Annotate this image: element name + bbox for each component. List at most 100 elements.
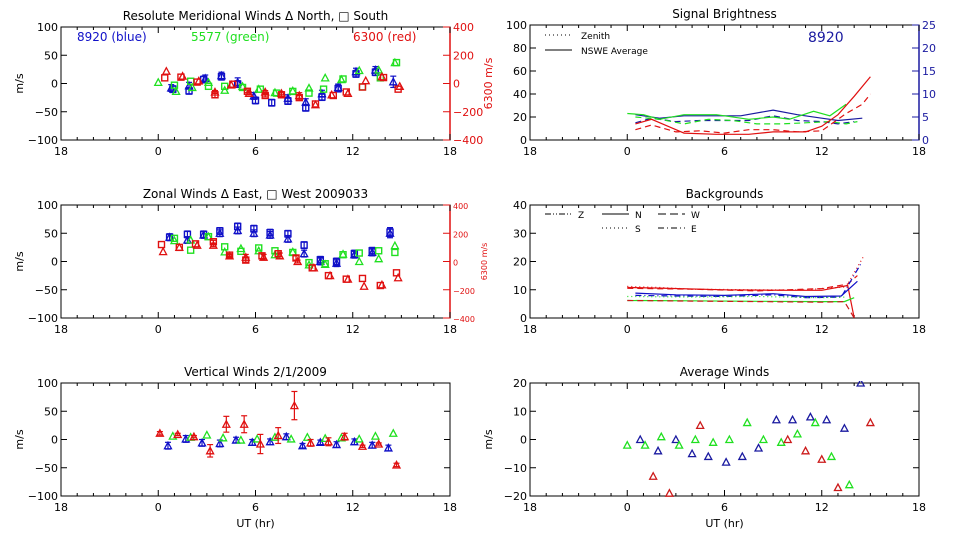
data-point-triangle: [173, 429, 183, 439]
data-point-square: [334, 84, 342, 93]
data-point-triangle: [690, 434, 700, 444]
data-point-square: [193, 78, 201, 86]
data-point-square: [358, 83, 367, 91]
data-point-triangle: [169, 235, 180, 245]
y-tick-label: 80: [513, 42, 527, 55]
x-tick-label: 6: [721, 323, 728, 336]
data-point-square: [277, 91, 286, 99]
data-point-triangle: [171, 86, 181, 96]
chart-title: Signal Brightness: [672, 7, 777, 21]
x-axis-label: UT (hr): [236, 517, 274, 530]
data-point-square: [394, 85, 402, 93]
x-tick-label: 18: [523, 501, 537, 514]
data-point-square: [358, 83, 367, 91]
x-tick-label: 12: [346, 145, 360, 158]
data-point-square: [329, 91, 337, 100]
y-tick-label: 50: [44, 227, 58, 240]
series-line: [627, 275, 858, 292]
series-group: [622, 381, 875, 497]
data-point-triangle: [374, 439, 384, 448]
data-point-triangle: [856, 381, 866, 387]
data-point-triangle: [286, 434, 296, 443]
x-tick-label: 0: [155, 323, 162, 336]
x-tick-label: 18: [443, 323, 457, 336]
data-point-square: [311, 100, 320, 108]
data-point-triangle: [203, 77, 214, 87]
y-tick-label: 0: [51, 256, 58, 269]
data-point-square: [199, 230, 208, 239]
data-point-triangle: [737, 451, 747, 461]
data-point-triangle: [297, 440, 308, 450]
right-y-axis-label: 6300 m/s: [482, 57, 495, 109]
plot-frame: [60, 204, 451, 319]
data-point-square: [339, 75, 347, 83]
y-tick-label: 0: [51, 78, 58, 91]
data-point-square: [251, 96, 260, 105]
data-point-triangle: [664, 488, 674, 497]
data-point-triangle: [817, 454, 827, 463]
data-point-triangle: [239, 419, 249, 428]
y-tick-label: 40: [513, 199, 527, 212]
data-point-square: [300, 241, 308, 249]
data-point-triangle: [158, 246, 168, 256]
data-point-square: [255, 244, 263, 252]
y-axis-label: m/s: [13, 73, 26, 93]
x-tick-label: 0: [624, 501, 631, 514]
right-y-tick-label: −400: [453, 315, 475, 324]
data-point-triangle: [653, 445, 663, 455]
legend-label: E: [691, 225, 697, 235]
x-tick-label: 12: [815, 323, 829, 336]
data-point-triangle: [800, 445, 811, 455]
data-point-square: [157, 240, 166, 249]
data-point-square: [391, 248, 399, 257]
y-tick-label: −100: [28, 312, 58, 325]
x-tick-label: 6: [252, 501, 259, 514]
data-point-triangle: [758, 434, 768, 444]
data-point-triangle: [221, 419, 231, 428]
data-point-square: [284, 97, 292, 105]
x-tick-label: 18: [54, 323, 68, 336]
data-point-square: [324, 271, 333, 280]
x-tick-label: 6: [252, 145, 259, 158]
data-point-triangle: [218, 432, 228, 442]
x-tick-label: 18: [54, 145, 68, 158]
y-tick-label: −50: [35, 106, 58, 119]
data-point-square: [392, 58, 401, 67]
data-point-square: [209, 238, 218, 246]
right-y-tick-label: −200: [453, 287, 475, 296]
right-y-tick-label: 400: [453, 21, 474, 34]
data-point-triangle: [792, 428, 803, 438]
x-tick-label: 0: [155, 501, 162, 514]
y-tick-label: 10: [513, 405, 527, 418]
x-tick-label: 0: [624, 145, 631, 158]
data-point-triangle: [304, 83, 314, 92]
data-point-square: [332, 257, 341, 266]
right-y-tick-label: 25: [922, 19, 936, 32]
data-point-square: [374, 247, 383, 255]
data-point-triangle: [306, 438, 316, 447]
data-point-square: [229, 80, 237, 88]
data-point-square: [266, 228, 274, 237]
x-tick-label: 6: [252, 323, 259, 336]
data-point-square: [233, 222, 242, 231]
data-point-triangle: [388, 76, 398, 86]
data-point-square: [243, 87, 252, 95]
data-point-triangle: [805, 412, 815, 421]
right-y-tick-label: −200: [453, 106, 483, 119]
data-point-square: [386, 228, 394, 236]
series-line: [635, 280, 858, 298]
data-point-triangle: [336, 432, 346, 442]
data-point-triangle: [674, 440, 684, 449]
data-point-square: [204, 232, 213, 241]
plot-frame: [529, 24, 920, 141]
data-point-square: [376, 281, 385, 290]
series-group: [155, 390, 402, 469]
data-point-triangle: [783, 434, 793, 444]
series-line: [635, 116, 858, 125]
data-point-square: [308, 264, 316, 272]
data-point-triangle: [299, 248, 309, 258]
chart-title: Vertical Winds 2/1/2009: [184, 365, 327, 379]
data-point-triangle: [220, 85, 230, 94]
data-point-square: [258, 252, 266, 260]
